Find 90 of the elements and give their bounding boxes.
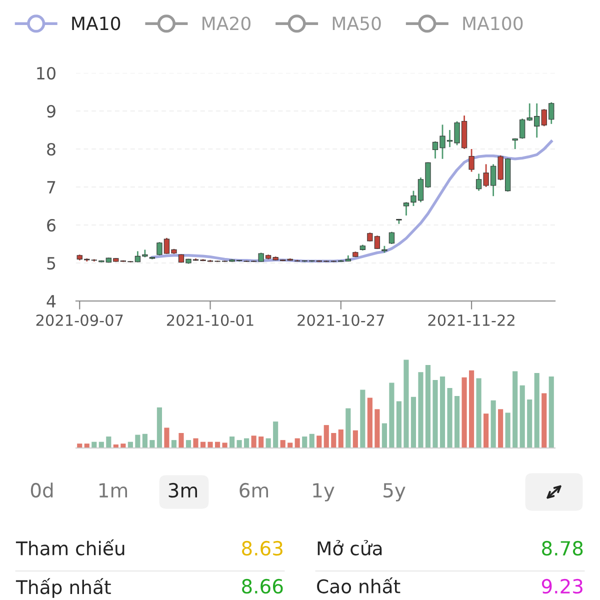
x-tick-label: 2021-10-01 bbox=[166, 314, 254, 326]
bar bbox=[404, 360, 409, 448]
text: Thấp nhất bbox=[16, 578, 111, 598]
text: 6m bbox=[240, 482, 268, 498]
candlestick bbox=[403, 202, 410, 216]
bar bbox=[294, 438, 300, 448]
bar bbox=[106, 436, 112, 448]
bar bbox=[171, 440, 177, 448]
legend-label: MA50 bbox=[332, 16, 381, 30]
bar bbox=[462, 377, 467, 448]
bar bbox=[324, 425, 329, 448]
bar bbox=[288, 442, 293, 448]
candlestick bbox=[468, 148, 474, 172]
bar bbox=[476, 378, 482, 448]
text: 9.23 bbox=[542, 578, 582, 594]
y-tick-label: 10 bbox=[37, 66, 56, 80]
bar bbox=[520, 385, 525, 448]
y-tick-label: 4 bbox=[46, 295, 56, 308]
x-tick-label: 2021-09-07 bbox=[36, 314, 123, 326]
y-tick-label: 7 bbox=[47, 181, 56, 194]
bar bbox=[352, 430, 358, 448]
bar bbox=[360, 390, 366, 448]
bar bbox=[135, 434, 140, 448]
bar bbox=[410, 396, 416, 448]
y-tick-label: 9 bbox=[47, 104, 56, 118]
bar bbox=[186, 440, 192, 448]
bar bbox=[222, 442, 228, 448]
bar bbox=[266, 438, 271, 448]
legend-label: MA20 bbox=[202, 16, 250, 30]
bar bbox=[527, 399, 532, 448]
bar bbox=[374, 409, 380, 448]
bar bbox=[425, 365, 431, 448]
bar bbox=[178, 433, 184, 448]
bar bbox=[484, 414, 489, 448]
legend-label: MA100 bbox=[463, 16, 523, 30]
text: 1m bbox=[99, 483, 128, 498]
bar bbox=[469, 370, 474, 448]
bar bbox=[236, 440, 242, 448]
bar bbox=[273, 422, 278, 448]
bar bbox=[309, 434, 314, 448]
bar bbox=[280, 440, 286, 448]
bar bbox=[302, 436, 308, 448]
text: Cao nhất bbox=[317, 577, 400, 594]
text: Tham chiếu bbox=[16, 539, 124, 556]
bar bbox=[498, 409, 504, 448]
bar bbox=[164, 428, 170, 448]
bar bbox=[440, 376, 446, 448]
text: 8.63 bbox=[242, 540, 282, 556]
bar bbox=[454, 396, 460, 448]
bar bbox=[512, 371, 518, 448]
bar bbox=[258, 436, 264, 448]
x-tick-label: 2021-11-22 bbox=[428, 314, 514, 326]
bar bbox=[338, 429, 344, 448]
bar bbox=[418, 372, 424, 448]
bar bbox=[316, 436, 322, 448]
candlestick bbox=[388, 231, 395, 245]
y-tick-label: 8 bbox=[47, 142, 56, 156]
x-tick-label: 2021-10-27 bbox=[298, 314, 384, 326]
bar bbox=[432, 380, 438, 448]
bar bbox=[142, 434, 148, 448]
bar bbox=[331, 433, 336, 448]
bar bbox=[367, 398, 372, 448]
bar bbox=[208, 442, 213, 448]
bar bbox=[230, 436, 235, 448]
bar bbox=[156, 407, 162, 448]
text: 8.66 bbox=[242, 578, 283, 594]
bar bbox=[534, 373, 540, 448]
bar bbox=[548, 376, 554, 448]
bar bbox=[193, 438, 198, 448]
text: 3m bbox=[168, 482, 198, 498]
text: 0d bbox=[30, 482, 53, 498]
bar bbox=[542, 393, 547, 448]
text: 1y bbox=[313, 483, 334, 502]
bar bbox=[396, 401, 402, 448]
line-series bbox=[150, 140, 553, 262]
legend-label: MA10 bbox=[72, 16, 120, 30]
bar bbox=[389, 382, 394, 448]
bar bbox=[382, 423, 387, 448]
bar bbox=[244, 438, 250, 448]
bar bbox=[505, 412, 510, 448]
text: 5y bbox=[384, 483, 406, 502]
text: 8.78 bbox=[542, 540, 583, 556]
bar bbox=[447, 388, 452, 448]
bar bbox=[251, 436, 256, 448]
bar bbox=[346, 408, 351, 448]
y-tick-label: 6 bbox=[47, 218, 56, 232]
bar bbox=[150, 440, 155, 448]
y-tick-label: 5 bbox=[47, 257, 56, 270]
text: Mở cửa bbox=[318, 540, 382, 556]
bar bbox=[490, 400, 496, 448]
